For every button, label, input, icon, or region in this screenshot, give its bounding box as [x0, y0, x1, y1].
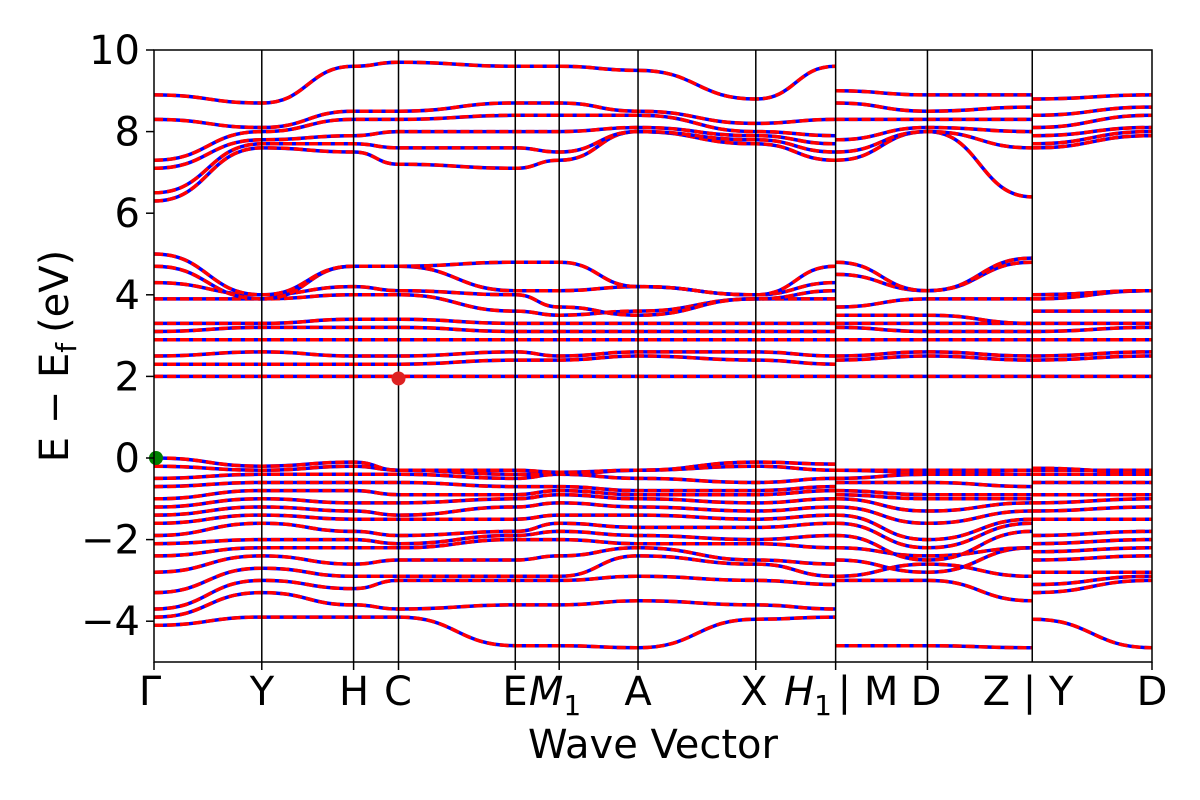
band-17-seg-2	[1032, 354, 1152, 362]
band-21-seg-0	[154, 317, 836, 326]
band-11-seg-0	[154, 488, 836, 501]
band-5-seg-2	[1032, 546, 1152, 554]
y-ticks: −4 −2 0 2 4 6 8 10	[81, 28, 154, 645]
band-2-seg-2	[1032, 574, 1152, 587]
band-0-seg-0	[154, 615, 836, 650]
band-2-seg-1	[835, 562, 1033, 579]
band-10-seg-0	[154, 492, 836, 509]
y-axis-label: E − Ef (eV)	[32, 250, 83, 463]
band-18-seg-2	[1032, 350, 1152, 358]
band-1-seg-1	[835, 578, 1033, 603]
y-tick-label-1: −2	[81, 518, 140, 564]
y-tick-label-2: 0	[115, 436, 140, 482]
band-29-seg-0	[154, 113, 836, 162]
band-23-seg-2	[1032, 288, 1152, 301]
y-tick-label-7: 10	[89, 28, 140, 74]
band-31-seg-0-blue	[154, 60, 836, 105]
kpoint-lines	[261, 50, 1033, 662]
band-0-seg-2-blue	[1032, 617, 1152, 650]
x-tick-label-10: D	[911, 669, 942, 715]
band-5-seg-0	[154, 537, 836, 558]
x-ticks: Γ Y H C E M1 A X H1 | M D Z | Y D	[139, 662, 1168, 722]
bands-layer	[154, 60, 1152, 650]
band-20-seg-2	[1032, 325, 1152, 334]
band-28-seg-2	[1032, 125, 1152, 138]
band-20-seg-0	[154, 325, 836, 334]
x-tick-label-7: X	[740, 669, 767, 715]
band-18-seg-0	[154, 350, 836, 358]
band-12-seg-0	[154, 480, 836, 493]
band-14-seg-0	[154, 464, 836, 477]
y-tick-label-5: 6	[115, 191, 140, 237]
plot-frame	[153, 49, 1153, 663]
y-axis-label-unit: (eV)	[32, 250, 78, 333]
y-tick-label-4: 4	[115, 273, 140, 319]
band-26-seg-1	[835, 129, 1033, 199]
band-7-seg-0	[154, 521, 836, 538]
y-tick-label-3: 2	[115, 354, 140, 400]
band-9-seg-2	[1032, 505, 1152, 513]
band-27-seg-1	[835, 129, 1033, 154]
band-0-seg-2	[1032, 617, 1152, 650]
band-6-seg-2	[1032, 537, 1152, 546]
band-13-seg-0	[154, 472, 836, 485]
band-30-seg-0	[154, 101, 836, 130]
band-30-seg-2	[1032, 105, 1152, 118]
band-4-seg-0	[154, 546, 836, 574]
x-tick-label-0: Γ	[139, 669, 162, 715]
y-axis-label-sub: f	[50, 342, 83, 353]
band-26-seg-1-blue	[835, 129, 1033, 199]
band-9-seg-0	[154, 501, 836, 517]
band-15-seg-2	[1032, 466, 1152, 475]
band-6-seg-0	[154, 529, 836, 546]
band-31-seg-2	[1032, 93, 1152, 101]
band-4-seg-2	[1032, 554, 1152, 562]
x-tick-label-4: E	[502, 669, 527, 715]
x-tick-label-1: Y	[249, 669, 275, 715]
band-27-seg-0	[154, 129, 836, 195]
cbm-marker	[391, 371, 406, 386]
band-29-seg-2	[1032, 113, 1152, 130]
x-tick-label-5: M1	[529, 669, 581, 722]
y-axis-label-main: E − E	[32, 353, 78, 463]
y-tick-label-0: −4	[81, 599, 140, 645]
x-tick-label-9: | M	[838, 669, 899, 715]
band-10-seg-2	[1032, 497, 1152, 505]
markers-layer	[149, 371, 406, 465]
band-7-seg-2	[1032, 529, 1152, 538]
band-17-seg-0	[154, 354, 836, 366]
y-tick-label-6: 8	[115, 110, 140, 156]
band-25-seg-2	[1032, 288, 1152, 297]
x-tick-label-11: Z | Y	[983, 669, 1074, 715]
vbm-marker	[149, 451, 163, 465]
band-27-seg-2	[1032, 129, 1152, 146]
band-10-seg-0-blue	[154, 492, 836, 509]
x-tick-label-2: H	[339, 669, 369, 715]
x-tick-label-12: D	[1137, 669, 1168, 715]
band-26-seg-2	[1032, 133, 1152, 150]
x-tick-label-3: C	[384, 669, 412, 715]
band-1-seg-0	[154, 590, 836, 619]
x-tick-label-6: A	[624, 669, 652, 715]
band-7-seg-0-blue	[154, 521, 836, 538]
band-1-seg-2	[1032, 578, 1152, 595]
x-axis-label: Wave Vector	[528, 722, 779, 768]
band-25-seg-1-blue	[835, 256, 1033, 293]
x-tick-label-8: H1	[784, 669, 832, 722]
